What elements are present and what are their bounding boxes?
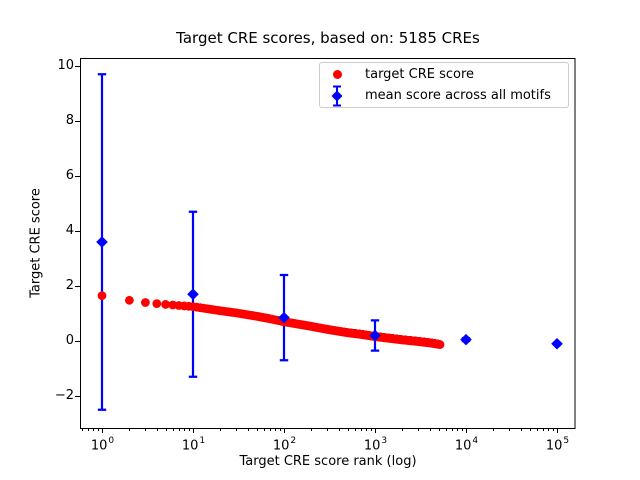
y-tick-label: 6 xyxy=(65,168,74,183)
x-tick-label: 105 xyxy=(545,436,570,454)
x-axis-label: Target CRE score rank (log) xyxy=(239,454,417,469)
y-tick-label: 4 xyxy=(65,223,74,238)
y-tick-label: 0 xyxy=(65,333,74,348)
x-tick-label: 100 xyxy=(90,436,115,454)
red-circle-icon xyxy=(332,70,342,79)
legend-item-target-cre-score: target CRE score xyxy=(320,64,568,85)
legend-item-label: target CRE score xyxy=(365,67,475,82)
chart-title: Target CRE scores, based on: 5185 CREs xyxy=(176,29,480,47)
x-tick-label: 102 xyxy=(272,436,297,454)
y-tick-label: −2 xyxy=(54,388,74,403)
legend-item-label: mean score across all motifs xyxy=(365,88,551,103)
x-tick-label: 103 xyxy=(363,436,388,454)
x-tick-label: 101 xyxy=(181,436,206,454)
legend-item-mean-score: mean score across all motifs xyxy=(320,85,568,106)
y-tick-label: 10 xyxy=(57,58,74,73)
diamond-errorbar-icon xyxy=(331,85,343,106)
legend-diamond-errorbar-icon xyxy=(320,85,354,107)
x-tick-label: 104 xyxy=(454,436,479,454)
y-tick-label: 8 xyxy=(65,113,74,128)
y-tick-label: 2 xyxy=(65,278,74,293)
legend-circle-marker-icon xyxy=(320,70,354,79)
legend: target CRE score mean score across all m… xyxy=(319,62,569,108)
